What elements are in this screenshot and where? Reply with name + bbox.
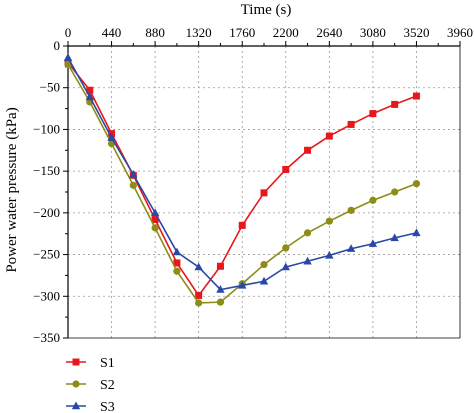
data-point-s3: [172, 247, 182, 256]
data-point-s3: [368, 239, 378, 247]
data-point-s3: [85, 92, 94, 101]
data-point-s1: [412, 92, 420, 100]
data-point-s2: [347, 206, 355, 214]
data-point-s2: [369, 196, 377, 204]
data-point-s1: [369, 110, 377, 118]
y-axis-title: Power water pressure (kPa): [4, 107, 20, 272]
x-tick-label: 3960: [447, 25, 473, 40]
legend-marker-s2: [72, 380, 80, 388]
y-tick-label: −350: [33, 330, 60, 345]
legend-label-s2: S2: [100, 378, 115, 393]
data-point-s1: [260, 189, 268, 197]
data-point-s3: [63, 53, 73, 61]
legend: S1 S2 S3: [66, 356, 115, 413]
data-point-s3: [216, 285, 225, 293]
data-point-s1: [347, 120, 355, 128]
series-s3: [63, 53, 421, 293]
y-tick-label: −200: [33, 205, 60, 220]
y-tick-label: −250: [33, 247, 60, 262]
y-tick-label: −100: [33, 121, 60, 136]
legend-item-s3: S3: [66, 400, 115, 413]
data-point-s1: [304, 146, 312, 154]
grid: [68, 46, 460, 338]
x-tick-label: 2640: [316, 25, 342, 40]
legend-item-s1: S1: [66, 356, 115, 371]
data-point-s2: [260, 260, 268, 269]
data-point-s1: [173, 259, 181, 267]
data-point-s1: [216, 262, 224, 270]
data-point-s3: [390, 233, 399, 242]
data-point-s2: [195, 299, 203, 307]
data-point-s1: [282, 165, 290, 173]
data-point-s1: [151, 216, 159, 224]
x-tick-label: 440: [102, 25, 122, 40]
data-point-s1: [325, 132, 333, 140]
legend-marker-s3: [71, 401, 81, 410]
axes: 0 440 880 1320 1760 2200 2640 3080 3520 3960 0 −50 −…: [33, 25, 473, 345]
data-point-s3: [412, 228, 421, 237]
data-point-s2: [151, 224, 159, 232]
data-point-s3: [259, 276, 269, 285]
data-point-s3: [346, 244, 356, 252]
data-point-s2: [282, 244, 290, 252]
x-tick-label: 3520: [403, 25, 429, 40]
data-point-s2: [173, 267, 181, 275]
data-point-s3: [194, 262, 203, 271]
y-tick-label: −300: [33, 288, 60, 303]
x-tick-label: 1760: [229, 25, 255, 40]
data-point-s3: [238, 280, 247, 289]
data-point-s3: [303, 256, 312, 265]
y-tick-label: 0: [54, 38, 61, 53]
data-point-s2: [412, 180, 421, 188]
series: [63, 53, 421, 307]
data-point-s2: [129, 181, 137, 189]
data-point-s3: [107, 133, 116, 141]
y-tick-label: −150: [33, 163, 60, 178]
data-point-s2: [216, 298, 225, 306]
legend-label-s3: S3: [100, 400, 115, 413]
data-point-s3: [325, 250, 334, 259]
x-tick-label: 880: [145, 25, 165, 40]
data-point-s3: [129, 169, 138, 178]
legend-label-s1: S1: [100, 356, 115, 371]
x-tick-label: 2200: [273, 25, 299, 40]
data-point-s1: [195, 291, 203, 299]
data-point-s3: [150, 208, 160, 217]
legend-marker-s1: [72, 358, 80, 366]
x-tick-label: 1320: [186, 25, 212, 40]
x-tick-label: 3080: [360, 25, 386, 40]
data-point-s3: [281, 262, 290, 271]
data-point-s1: [391, 100, 399, 108]
x-axis-title: Time (s): [241, 2, 292, 18]
legend-item-s2: S2: [66, 378, 115, 393]
x-tick-label: 0: [65, 25, 72, 40]
data-point-s2: [325, 217, 333, 225]
data-point-s2: [303, 229, 312, 237]
data-point-s1: [86, 86, 94, 94]
data-point-s1: [238, 221, 246, 229]
y-tick-label: −50: [40, 80, 60, 95]
data-point-s2: [391, 188, 399, 196]
